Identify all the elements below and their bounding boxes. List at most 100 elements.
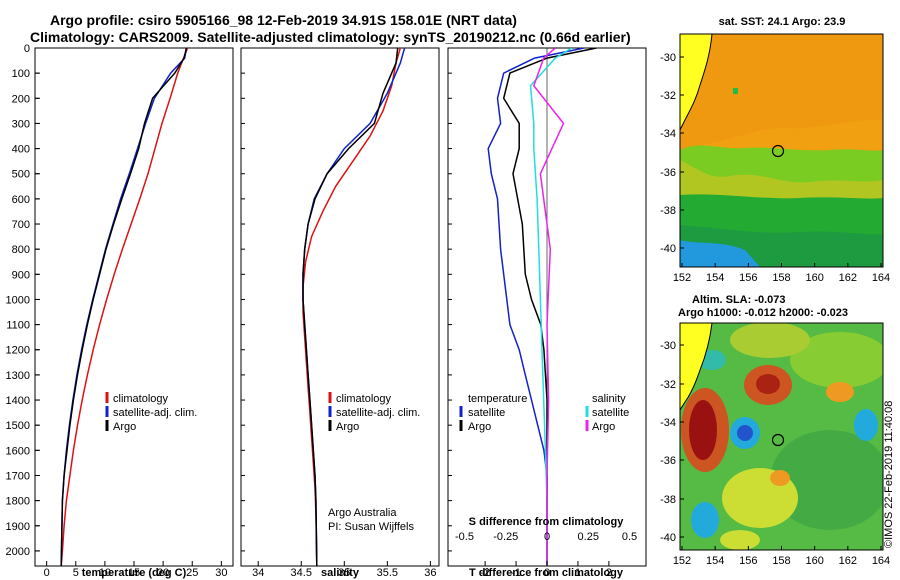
map-x-tick-label: 160 xyxy=(805,555,823,567)
y-tick-label: 400 xyxy=(12,144,30,156)
sst-map-title: sat. SST: 24.1 Argo: 23.9 xyxy=(719,16,846,28)
x-tick-label: 36 xyxy=(424,567,436,579)
map-y-tick-label: -32 xyxy=(660,379,676,391)
sla-high xyxy=(770,470,790,486)
map-y-tick-label: -32 xyxy=(660,90,676,102)
temperature-panel-frame xyxy=(34,47,234,567)
sla-high-core xyxy=(756,374,780,394)
x-tick-label: -2 xyxy=(480,567,490,579)
sst-speck xyxy=(733,88,738,94)
map-y-tick-label: -34 xyxy=(660,128,676,140)
legend-salinity-header: salinity xyxy=(592,393,626,405)
sla-high xyxy=(826,382,854,402)
sla-map-title2: Argo h1000: -0.012 h2000: -0.023 xyxy=(678,307,848,319)
y-tick-label: 1100 xyxy=(6,320,30,332)
sla-field xyxy=(720,530,760,550)
legend-climatology: climatology xyxy=(113,393,169,405)
legend-climatology: climatology xyxy=(336,393,392,405)
sla-map-title1: Altim. SLA: -0.073 xyxy=(692,294,786,306)
s-x-tick-label: -0.5 xyxy=(455,531,474,543)
difference-xlabel: T difference from climatology xyxy=(469,567,624,579)
map-y-tick-label: -34 xyxy=(660,417,676,429)
temperature-legend: climatology satellite-adj. clim. Argo xyxy=(105,392,197,433)
x-tick-label: 1 xyxy=(575,567,581,579)
sla-high-core xyxy=(689,400,717,460)
map-x-tick-label: 158 xyxy=(772,272,790,284)
salinity-panel-frame xyxy=(240,47,440,567)
legend-s-argo: Argo xyxy=(592,421,615,433)
sla-field xyxy=(790,332,883,388)
map-y-tick-label: -36 xyxy=(660,167,676,179)
map-y-tick-label: -30 xyxy=(660,52,676,64)
x-tick-label: 34.5 xyxy=(291,567,312,579)
legend-s-satellite: satellite xyxy=(592,407,629,419)
sst-front xyxy=(680,160,883,205)
y-tick-label: 500 xyxy=(12,169,30,181)
series-s-argo xyxy=(532,48,565,566)
x-tick-label: 35 xyxy=(338,567,350,579)
map-x-tick-label: 160 xyxy=(805,272,823,284)
header-line1: Argo profile: csiro 5905166_98 12-Feb-20… xyxy=(50,12,517,28)
y-tick-label: 200 xyxy=(12,93,30,105)
x-tick-label: -1 xyxy=(511,567,521,579)
sla-low-core xyxy=(737,425,753,441)
difference-legend: temperature satellite Argo salinity sate… xyxy=(459,393,629,433)
legend-argo: Argo xyxy=(336,421,359,433)
x-tick-marks: 0 5 10 15 20 25 30 34 34.5 35 35.5 36 -2 -1 0 1 2 -0.5 -0.… xyxy=(35,47,637,579)
difference-plot xyxy=(487,48,597,566)
x-tick-label: 0 xyxy=(44,567,50,579)
y-tick-label: 1000 xyxy=(6,294,30,306)
y-tick-label: 700 xyxy=(12,219,30,231)
map-x-tick-label: 164 xyxy=(872,555,890,567)
series-argo xyxy=(302,48,399,566)
sst-warm-region xyxy=(680,34,883,150)
coastline xyxy=(680,323,713,411)
imos-credit: ©IMOS 22-Feb-2019 11:40:08 xyxy=(883,401,895,548)
y-tick-label: 1800 xyxy=(6,496,30,508)
y-tick-label: 1200 xyxy=(6,345,30,357)
map-x-tick-label: 156 xyxy=(739,272,757,284)
sst-map-ticks: 152 154 156 158 160 162 164 -30 -32 -34 -36 -38 -40 xyxy=(660,52,890,284)
series-t-argo xyxy=(502,48,597,566)
x-tick-label: 25 xyxy=(186,567,198,579)
credit-line1: Argo Australia xyxy=(328,507,397,519)
legend-t-argo: Argo xyxy=(468,421,491,433)
series-t-satellite xyxy=(487,48,585,566)
argo-location-marker xyxy=(771,433,785,447)
map-x-tick-label: 156 xyxy=(739,555,757,567)
sst-cold-patch xyxy=(680,240,760,267)
x-tick-label: 30 xyxy=(215,567,227,579)
sla-field xyxy=(770,430,883,530)
series-climatology xyxy=(60,48,189,566)
series-argo xyxy=(60,48,188,566)
x-tick-label: 10 xyxy=(99,567,111,579)
y-tick-label: 100 xyxy=(12,68,30,80)
legend-satellite: satellite-adj. clim. xyxy=(113,407,197,419)
temperature-xlabel: temperature (deg C) xyxy=(82,567,187,579)
x-tick-label: 20 xyxy=(157,567,169,579)
land xyxy=(680,34,712,130)
series-satellite-adj--clim- xyxy=(302,48,406,566)
land xyxy=(680,323,712,410)
legend-argo: Argo xyxy=(113,421,136,433)
coastline xyxy=(680,34,713,131)
x-tick-label: 2 xyxy=(606,567,612,579)
legend-satellite: satellite-adj. clim. xyxy=(336,407,420,419)
salinity-plot xyxy=(302,48,406,566)
legend-t-satellite: satellite xyxy=(468,407,505,419)
x-tick-label: 0 xyxy=(544,567,550,579)
temperature-plot xyxy=(60,48,189,566)
y-tick-label: 2000 xyxy=(6,546,30,558)
sla-map xyxy=(680,323,883,550)
series-satellite-adj--clim- xyxy=(60,48,188,566)
s-x-tick-label: 0.25 xyxy=(578,531,599,543)
map-y-tick-label: -38 xyxy=(660,494,676,506)
x-tick-label: 34 xyxy=(252,567,264,579)
salinity-legend: climatology satellite-adj. clim. Argo Ar… xyxy=(328,392,420,533)
map-y-tick-label: -36 xyxy=(660,455,676,467)
s-x-tick-label: -0.25 xyxy=(493,531,518,543)
map-x-tick-label: 164 xyxy=(872,272,890,284)
map-x-tick-label: 162 xyxy=(839,272,857,284)
salinity-xlabel: salinity xyxy=(321,567,360,579)
